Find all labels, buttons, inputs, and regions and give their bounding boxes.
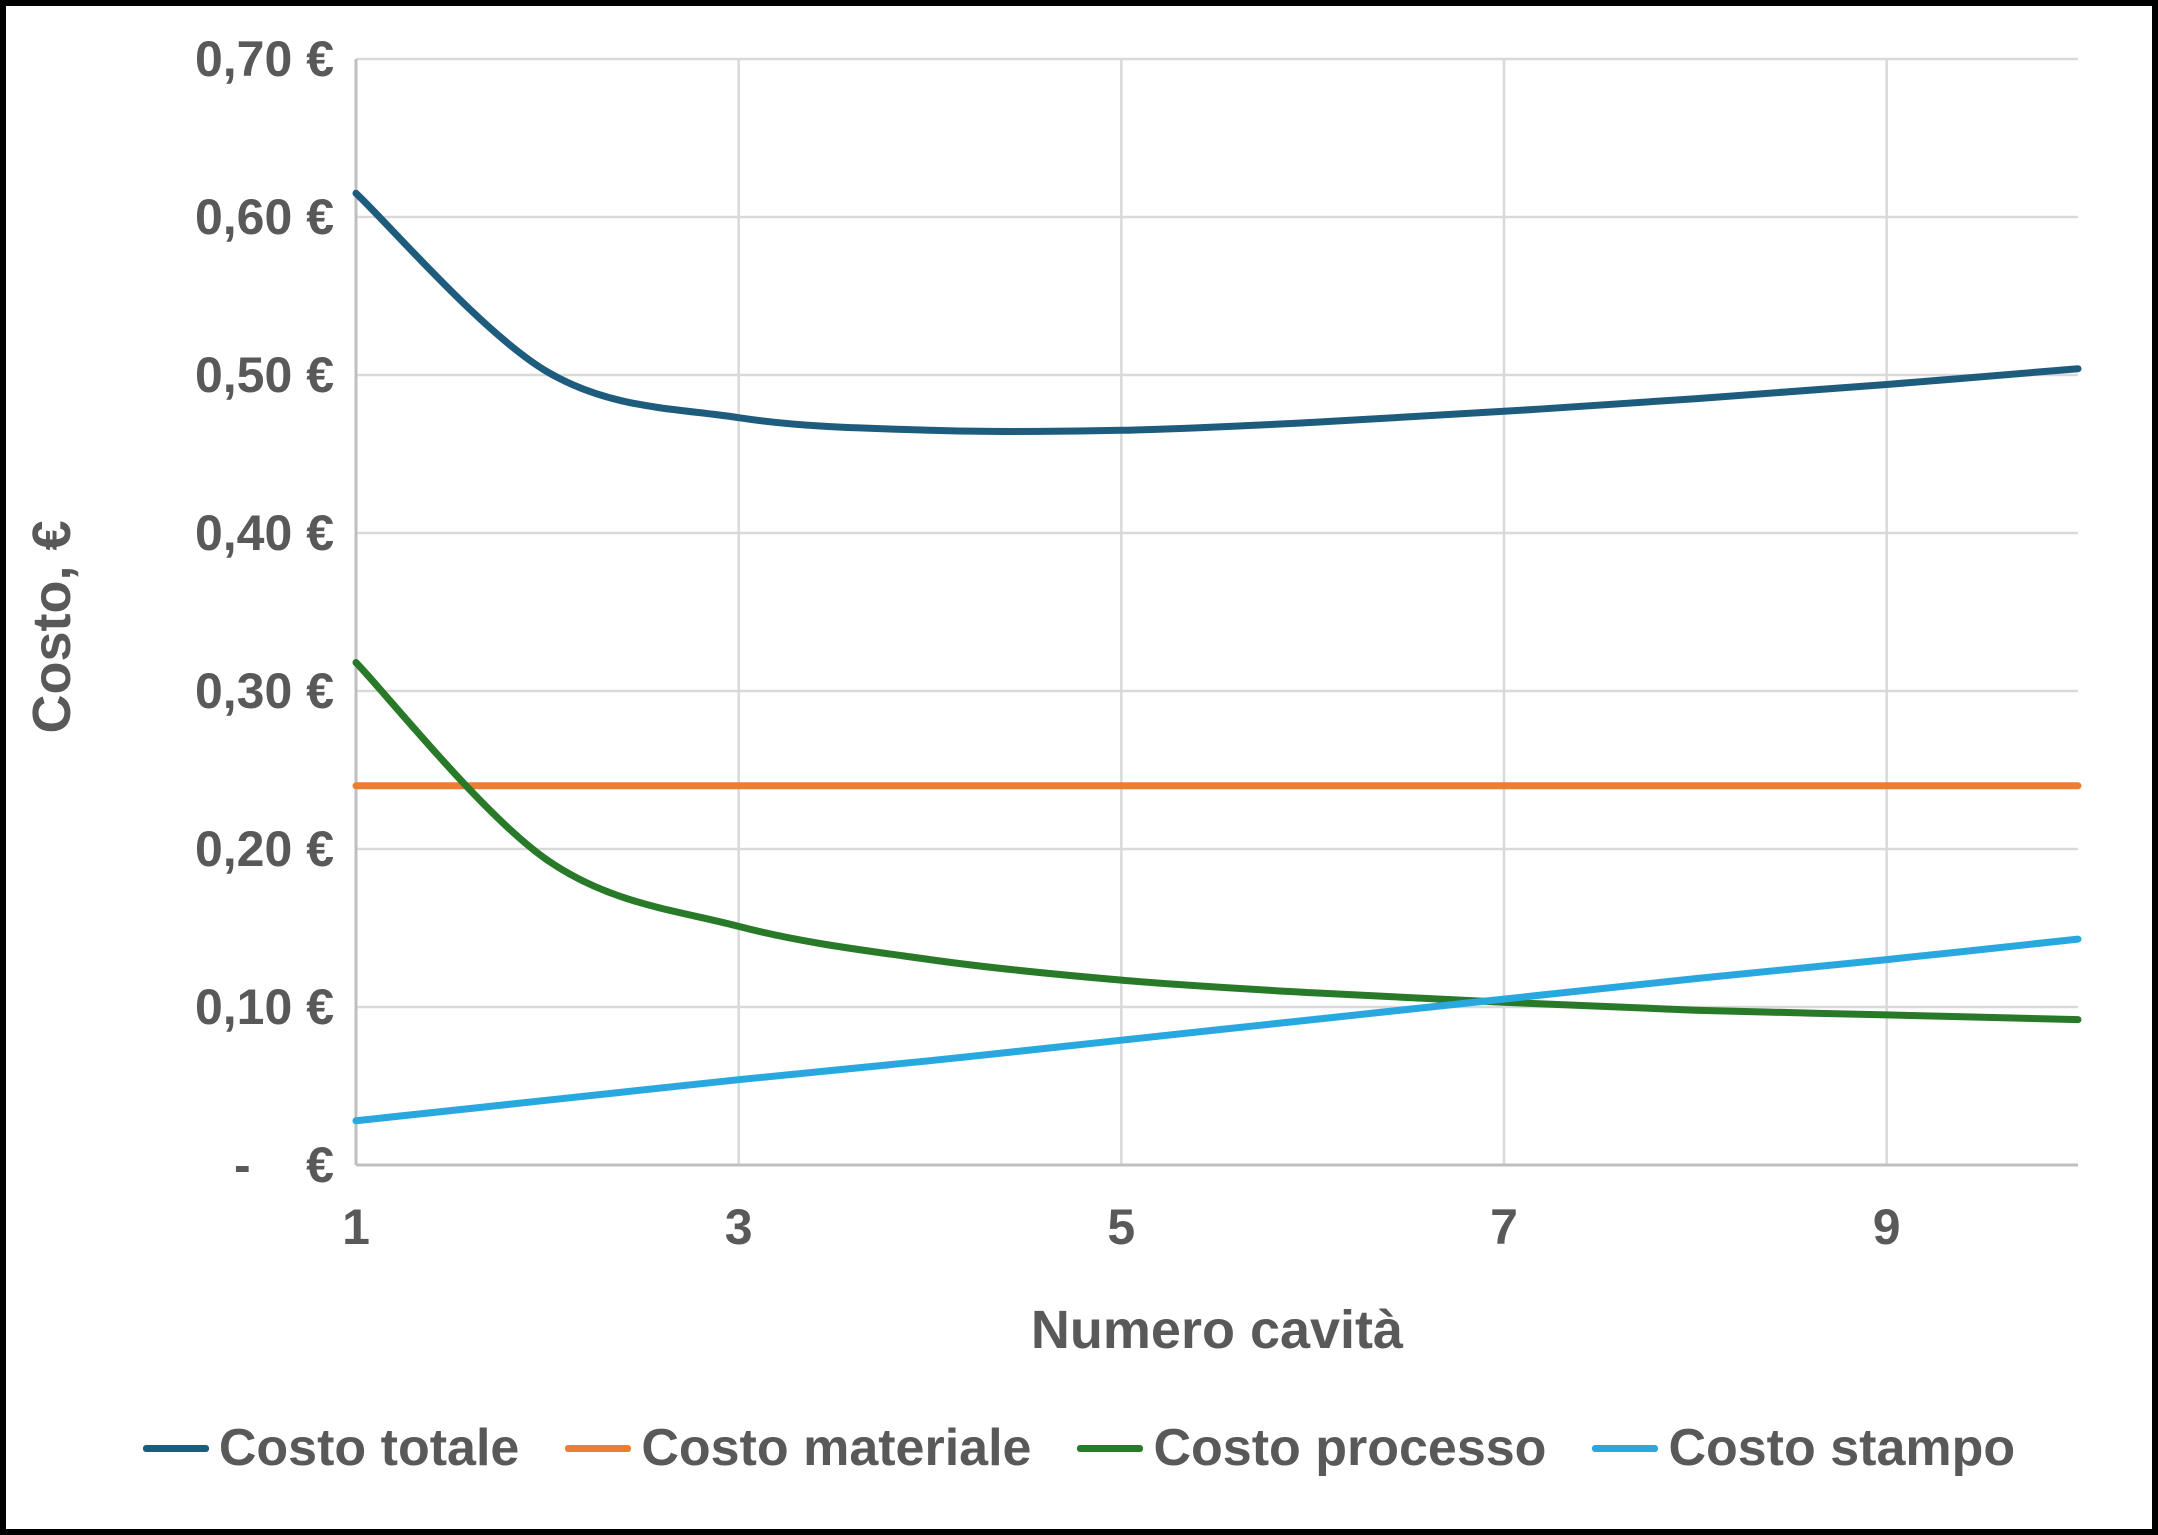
legend-label: Costo materiale xyxy=(641,1419,1032,1477)
x-tick-label: 5 xyxy=(1107,1199,1136,1255)
y-tick-label: 0,10 € xyxy=(194,979,334,1035)
legend-item-costo-materiale: Costo materiale xyxy=(565,1418,1031,1478)
series-line-costo-totale xyxy=(352,189,2082,436)
legend-label: Costo processo xyxy=(1153,1419,1547,1477)
plot-area xyxy=(352,57,2082,1167)
x-tick-label: 7 xyxy=(1490,1199,1518,1255)
y-tick-label: 0,20 € xyxy=(194,821,334,877)
legend-line-swatch-icon xyxy=(1592,1444,1659,1452)
y-tick-label: 0,70 € xyxy=(194,31,334,87)
x-tick-label: 9 xyxy=(1872,1199,1901,1255)
y-tick-label: 0,60 € xyxy=(194,189,334,245)
legend-item-costo-processo: Costo processo xyxy=(1077,1418,1546,1478)
legend: Costo totale Costo materiale Costo process… xyxy=(6,1418,2152,1478)
legend-label: Costo stampo xyxy=(1668,1419,2016,1477)
legend-label: Costo totale xyxy=(218,1419,520,1477)
series-line-costo-processo xyxy=(352,659,2082,1024)
legend-item-costo-totale: Costo totale xyxy=(142,1418,520,1478)
y-tick-label: - € xyxy=(233,1137,334,1193)
legend-item-costo-stampo: Costo stampo xyxy=(1592,1418,2015,1478)
y-tick-label: 0,50 € xyxy=(194,347,334,403)
legend-line-swatch-icon xyxy=(1077,1444,1144,1452)
y-tick-label: 0,40 € xyxy=(194,505,334,561)
legend-line-swatch-icon xyxy=(565,1444,632,1452)
chart-canvas: Costo, € 0,70 €0,60 €0,50 €0,40 €0,30 €0… xyxy=(6,6,2152,1529)
x-tick-label: 3 xyxy=(724,1199,753,1255)
series-line-costo-stampo xyxy=(352,935,2082,1125)
legend-line-swatch-icon xyxy=(142,1444,209,1452)
x-axis-title: Numero cavità xyxy=(1030,1300,1404,1360)
x-tick-label: 1 xyxy=(342,1199,370,1255)
y-tick-label: 0,30 € xyxy=(194,663,334,719)
